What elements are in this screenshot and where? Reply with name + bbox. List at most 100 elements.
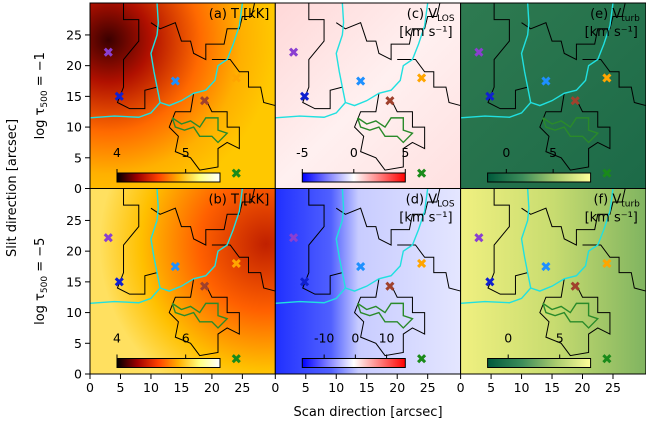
panel-title: (a) T [kK] xyxy=(209,7,270,22)
colorbar-tick-label: 4 xyxy=(113,145,121,160)
contour xyxy=(211,244,276,292)
marker xyxy=(602,168,612,178)
y-tick-label: 10 xyxy=(66,120,82,135)
title-text: (b) T [kK] xyxy=(208,193,269,208)
contour xyxy=(302,3,343,110)
x-axis-label: Scan direction [arcsec] xyxy=(293,405,442,420)
y-tick-label: 25 xyxy=(66,213,82,228)
row-label: log τ500 = −5 xyxy=(33,238,50,325)
y-tick-label: 5 xyxy=(74,336,82,351)
marker xyxy=(103,233,113,243)
contour xyxy=(582,244,646,292)
x-tick-label: 25 xyxy=(605,380,621,395)
x-tick-label: 5 xyxy=(302,380,310,395)
colorbar-tick-label: 4 xyxy=(113,331,121,346)
x-tick-label: 10 xyxy=(514,380,530,395)
x-tick-label: 5 xyxy=(117,380,125,395)
contour xyxy=(116,188,158,295)
contour xyxy=(530,2,614,107)
x-tick-label: 25 xyxy=(420,380,436,395)
marker xyxy=(299,91,310,101)
panel-title: (e) Vturb xyxy=(590,7,640,24)
x-tick-label: 10 xyxy=(143,380,159,395)
marker xyxy=(356,76,366,86)
colorbar-tick-label: 5 xyxy=(401,145,409,160)
x-tick-label: 0 xyxy=(271,380,279,395)
marker xyxy=(289,233,299,243)
marker xyxy=(541,76,551,86)
marker xyxy=(541,261,551,272)
marker xyxy=(114,91,124,101)
x-tick-label: 15 xyxy=(544,380,560,395)
title-sub: turb xyxy=(621,14,640,24)
panel-title: (c) VLOS xyxy=(407,7,455,24)
title-sub: turb xyxy=(621,200,640,210)
contour xyxy=(211,59,276,107)
marker xyxy=(602,258,612,268)
contour xyxy=(168,93,240,171)
marker xyxy=(385,96,395,106)
contour xyxy=(542,117,600,144)
y-tick-label: 20 xyxy=(66,244,82,259)
panel-unit: [km s⁻¹] xyxy=(585,211,638,226)
colorbar-tick-label: -5 xyxy=(296,145,308,160)
colorbar-tick-label: 0 xyxy=(351,331,359,346)
marker xyxy=(231,258,241,268)
contour xyxy=(539,278,611,357)
row-label-sub: 500 xyxy=(40,90,50,107)
marker xyxy=(474,233,484,243)
contour xyxy=(530,188,614,292)
x-tick-label: 0 xyxy=(457,380,465,395)
contour xyxy=(150,188,256,246)
contour xyxy=(275,188,347,305)
contour xyxy=(168,278,240,357)
contour xyxy=(353,93,426,171)
y-tick-label: 0 xyxy=(74,181,82,196)
contour xyxy=(542,302,600,329)
contour xyxy=(397,59,461,107)
marker xyxy=(289,47,299,57)
colorbar-tick-label: 10 xyxy=(379,331,395,346)
panel-title: (f) Vturb xyxy=(593,193,640,210)
title-text: (e) V xyxy=(590,7,621,22)
title-text: (a) T [kK] xyxy=(209,7,270,22)
title-sub: LOS xyxy=(437,200,455,210)
x-tick-label: 20 xyxy=(575,380,591,395)
panel-unit: [km s⁻¹] xyxy=(585,25,638,40)
marker xyxy=(231,168,241,178)
row-label-rest: = −5 xyxy=(33,238,48,276)
y-tick-label: 25 xyxy=(66,27,82,42)
contour xyxy=(89,188,161,305)
contour xyxy=(521,188,626,246)
contour xyxy=(487,3,528,110)
row-label: log τ500 = −1 xyxy=(33,52,50,139)
marker xyxy=(602,73,612,83)
contour xyxy=(159,2,244,107)
y-axis-label: Slit direction [arcsec] xyxy=(5,119,20,257)
x-tick-label: 10 xyxy=(328,380,344,395)
colorbar-tick-label: 0 xyxy=(504,331,512,346)
marker xyxy=(200,96,210,106)
contour xyxy=(539,93,611,171)
marker xyxy=(485,277,495,287)
marker xyxy=(417,168,427,178)
marker xyxy=(114,277,124,287)
colorbar-tick-label: 5 xyxy=(556,331,564,346)
marker xyxy=(385,281,395,291)
title-sub: LOS xyxy=(437,14,455,24)
contour xyxy=(345,2,429,107)
contour xyxy=(582,59,646,107)
y-tick-label: 15 xyxy=(66,89,82,104)
contour xyxy=(460,2,532,119)
y-tick-label: 5 xyxy=(74,150,82,165)
title-text: (d) V xyxy=(406,193,438,208)
contour xyxy=(335,188,441,246)
marker xyxy=(170,76,180,86)
colorbar xyxy=(487,172,592,183)
marker xyxy=(474,47,484,57)
panel-title: (d) VLOS xyxy=(406,193,455,210)
y-tick-label: 15 xyxy=(66,274,82,289)
x-tick-label: 0 xyxy=(86,380,94,395)
colorbar-tick-label: 5 xyxy=(182,145,190,160)
